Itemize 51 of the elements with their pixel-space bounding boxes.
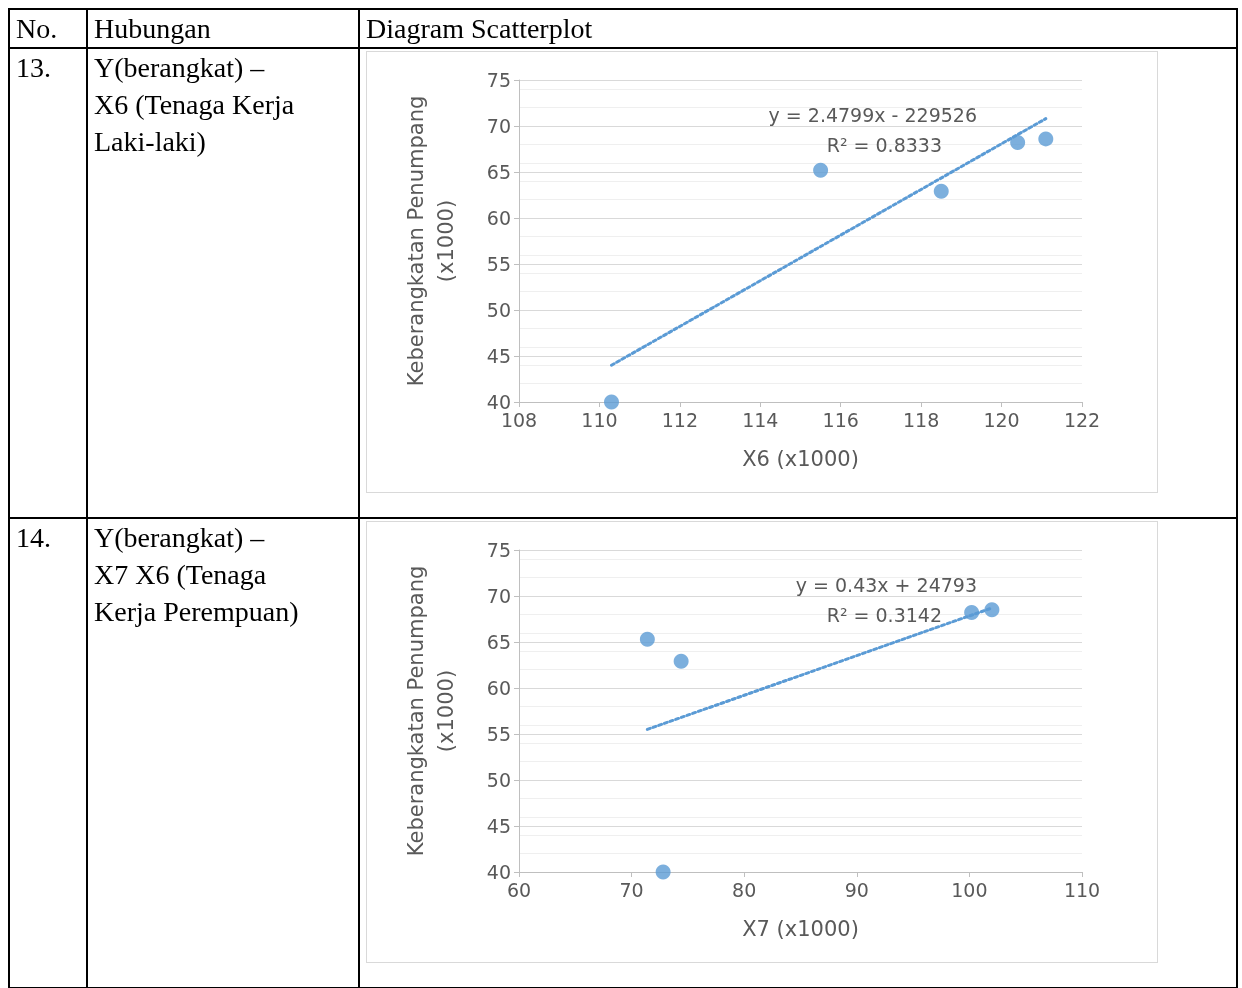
- y-tick-label: 60: [486, 677, 511, 699]
- point: [964, 605, 980, 621]
- y-tick-label: 60: [486, 207, 511, 229]
- point: [1038, 131, 1054, 147]
- x-tick-label: 80: [732, 878, 757, 901]
- y-tick-label: 55: [486, 253, 511, 275]
- y-axis-title: Keberangkatan Penumpang (x1000): [404, 565, 458, 857]
- x-tick-label: 110: [581, 408, 618, 431]
- x-tick-label: 112: [661, 408, 698, 431]
- y-tick-label: 75: [486, 69, 511, 91]
- y-tick-label: 70: [486, 115, 511, 137]
- y-tick-label: 45: [486, 345, 511, 367]
- point: [604, 394, 619, 410]
- text: Hubungan: [87, 9, 359, 48]
- x-tick-label: 90: [844, 878, 869, 901]
- point: [984, 602, 1000, 618]
- text: No.: [9, 9, 87, 48]
- text: Y(berangkat) – X6 (Tenaga Kerja Laki-laki): [87, 48, 359, 518]
- x-tick-label: 100: [951, 878, 988, 901]
- annotation: y = 0.43x + 24793: [795, 573, 977, 596]
- x-tick-label: 114: [742, 408, 779, 431]
- annotation: R² = 0.3142: [826, 603, 943, 626]
- x-tick-label: 116: [822, 408, 859, 431]
- text: 13.: [9, 48, 87, 518]
- annotation: R² = 0.8333: [826, 133, 943, 156]
- y-tick-label: 65: [486, 631, 511, 653]
- text: Y(berangkat) – X7 X6 (Tenaga Kerja Perempuan): [87, 518, 359, 988]
- y-tick-label: 45: [486, 815, 511, 837]
- y-tick-label: 70: [486, 585, 511, 607]
- point: [813, 162, 829, 178]
- point: [655, 864, 671, 880]
- y-axis-title: Keberangkatan Penumpang (x1000): [404, 95, 458, 387]
- point: [673, 653, 689, 669]
- y-tick-label: 50: [486, 299, 511, 321]
- y-tick-label: 75: [486, 539, 511, 561]
- y-tick-label: 65: [486, 161, 511, 183]
- text: Diagram Scatterplot: [359, 9, 1237, 48]
- x-tick-label: 70: [619, 878, 644, 901]
- annotation: y = 2.4799x - 229526: [768, 103, 977, 126]
- x-tick-label: 118: [903, 408, 940, 431]
- x-tick-label: 122: [1063, 408, 1101, 431]
- point: [639, 631, 655, 647]
- x-axis-title: X6 (x1000): [742, 447, 859, 471]
- x-tick-label: 120: [983, 408, 1020, 431]
- y-tick-label: 55: [486, 723, 511, 745]
- x-tick-label: 110: [1063, 878, 1101, 901]
- x-axis-title: X7 (x1000): [742, 917, 859, 941]
- text: 14.: [9, 518, 87, 988]
- point: [933, 183, 949, 199]
- point: [1010, 135, 1026, 151]
- y-tick-label: 50: [486, 769, 511, 791]
